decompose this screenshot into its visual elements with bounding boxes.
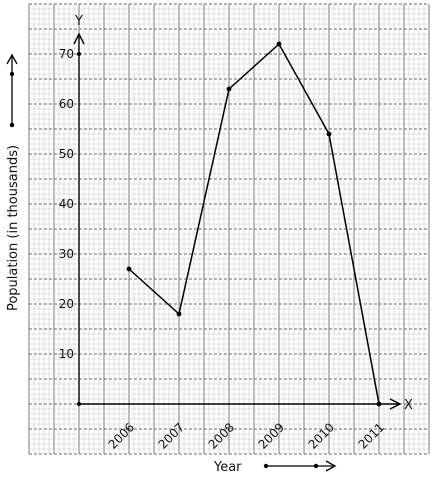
y-axis-arrowhead (73, 32, 85, 45)
series-line (128, 42, 380, 405)
x-tick-label: 2010 (306, 420, 337, 451)
data-point (176, 311, 182, 317)
y-axis-top-point (77, 52, 81, 56)
data-point (126, 266, 132, 272)
y-tick-label: 30 (59, 247, 74, 261)
x-axis-arrowhead (389, 398, 402, 410)
x-tick-label: 2006 (106, 420, 137, 451)
y-direction-arrow-icon (6, 53, 18, 128)
y-tick-label: 10 (59, 347, 74, 361)
y-tick-label: 60 (59, 97, 74, 111)
x-axis-letter: X (404, 398, 413, 413)
axis-labels: Y X Population (in thousands) Year (6, 14, 413, 475)
y-axis-title: Population (in thousands) (6, 145, 21, 311)
y-tick-label: 20 (59, 297, 74, 311)
population-series (126, 41, 382, 407)
x-tick-label: 2008 (206, 420, 237, 451)
data-point (376, 401, 382, 407)
data-point (326, 131, 332, 137)
data-point (276, 41, 282, 47)
origin-point (77, 402, 81, 406)
x-tick-label: 2009 (256, 420, 287, 451)
graph-paper-grid (28, 3, 430, 455)
y-tick-label: 70 (59, 47, 74, 61)
data-point (226, 86, 232, 92)
y-tick-label: 40 (59, 197, 74, 211)
y-tick-label: 50 (59, 147, 74, 161)
x-axis-title: Year (213, 460, 242, 475)
x-tick-label: 2007 (156, 420, 187, 451)
x-tick-label: 2011 (356, 420, 387, 451)
x-direction-arrow-icon (263, 460, 337, 472)
y-axis-letter: Y (74, 14, 83, 29)
direction-arrows (6, 53, 337, 472)
